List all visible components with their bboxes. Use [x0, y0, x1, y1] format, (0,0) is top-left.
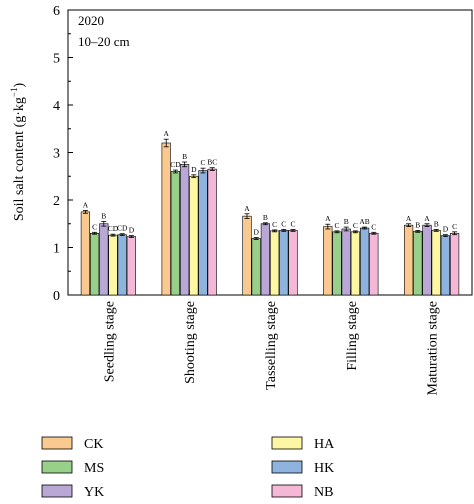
significance-letter: A	[406, 214, 412, 223]
bar	[369, 232, 379, 296]
legend-swatch	[271, 436, 303, 450]
bar	[126, 236, 136, 296]
bar	[413, 231, 423, 296]
legend-label: YK	[84, 485, 104, 500]
significance-letter: D	[129, 226, 135, 235]
bar	[288, 230, 298, 296]
bar	[440, 235, 451, 296]
bar	[108, 234, 118, 296]
legend: CK MS YK HA HK NB	[41, 436, 335, 500]
significance-letter: D	[253, 228, 259, 237]
significance-letter: C	[272, 220, 277, 229]
significance-letter: C	[200, 158, 205, 167]
significance-letter: B	[434, 219, 439, 228]
legend-swatch	[41, 460, 73, 474]
bar	[180, 164, 190, 296]
bar	[117, 234, 127, 296]
significance-letter: CD	[117, 224, 128, 233]
bar	[189, 175, 199, 296]
bar	[251, 238, 261, 296]
significance-letter: BC	[207, 158, 217, 167]
y-tick-label: 3	[53, 147, 60, 162]
significance-letter: A	[424, 214, 430, 223]
significance-letter: C	[281, 219, 286, 228]
y-axis-label-close: )	[12, 83, 27, 88]
significance-letter: D	[191, 165, 197, 174]
y-tick-label: 0	[53, 289, 60, 304]
legend-swatch	[41, 484, 73, 498]
significance-letter: C	[353, 221, 358, 230]
significance-letter: A	[163, 129, 169, 138]
significance-letter: C	[452, 222, 457, 231]
y-tick-label: 5	[53, 52, 60, 67]
bar	[323, 226, 333, 296]
legend-label: HA	[314, 437, 335, 452]
significance-letter: B	[344, 217, 349, 226]
significance-letter: CD	[170, 160, 181, 169]
legend-swatch	[271, 484, 303, 498]
bar	[90, 232, 100, 296]
bar	[242, 215, 252, 296]
legend-label: HK	[314, 461, 334, 476]
significance-letter: A	[83, 200, 89, 209]
significance-letter: C	[334, 221, 339, 230]
bar	[260, 223, 271, 296]
legend-label: MS	[84, 461, 104, 476]
significance-letter: A	[244, 204, 250, 213]
significance-letter: C	[290, 219, 295, 228]
bar	[403, 224, 414, 296]
x-tick-label: Maturation stage	[426, 301, 441, 395]
y-axis-label: Soil salt content (g·kg−1)	[9, 83, 27, 222]
bar	[359, 227, 370, 296]
bar	[332, 231, 342, 296]
bar	[431, 230, 441, 296]
bar	[170, 171, 181, 296]
bar	[207, 168, 217, 296]
y-tick-label: 1	[53, 242, 60, 257]
bar	[198, 170, 208, 296]
bar	[341, 228, 351, 296]
x-tick-label: Tasselling stage	[264, 301, 279, 390]
y-tick-label: 2	[53, 194, 60, 209]
bar	[80, 211, 90, 296]
x-tick-label: Filling stage	[345, 301, 360, 371]
y-axis-label-superscript: −1	[9, 88, 19, 98]
x-tick-label: Shooting stage	[183, 301, 198, 384]
significance-letter: CD	[108, 224, 119, 233]
annotation-year: 2020	[78, 13, 104, 28]
y-axis-label-main: Soil salt content (g·kg	[12, 97, 27, 221]
significance-letter: B	[182, 152, 187, 161]
bar	[269, 230, 280, 296]
bar	[279, 230, 289, 296]
bar	[350, 231, 361, 296]
significance-letter: A	[325, 214, 331, 223]
significance-letter: AB	[359, 217, 369, 226]
y-tick-label: 6	[53, 4, 60, 19]
y-tick-label: 4	[53, 99, 60, 114]
legend-label: NB	[314, 485, 333, 500]
significance-letter: D	[443, 225, 449, 234]
legend-swatch	[271, 460, 303, 474]
bar	[99, 223, 109, 296]
legend-label: CK	[84, 437, 103, 452]
legend-swatch	[41, 436, 73, 450]
y-axis: 0 1 2 3 4 5 6	[53, 4, 73, 304]
bar	[422, 224, 432, 296]
bar	[449, 232, 460, 296]
significance-letter: C	[371, 222, 376, 231]
significance-letter: B	[415, 220, 420, 229]
x-axis: Seedling stage Shooting stage Tasselling s…	[102, 290, 441, 395]
significance-letter: B	[101, 211, 106, 220]
annotation-depth: 10–20 cm	[78, 34, 130, 49]
significance-letter: B	[263, 213, 268, 222]
x-tick-label: Seedling stage	[102, 301, 117, 382]
significance-letter: C	[92, 222, 97, 231]
